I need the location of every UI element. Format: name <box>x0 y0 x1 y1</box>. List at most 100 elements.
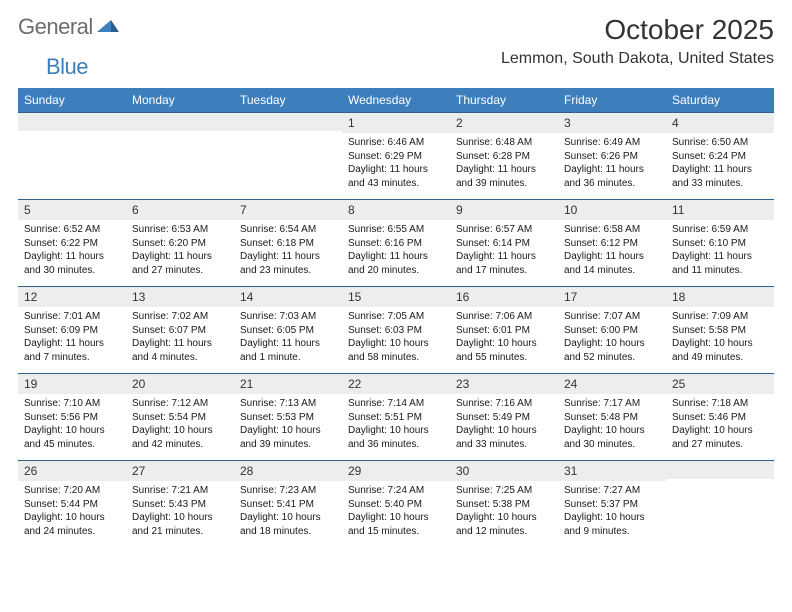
day-number: 27 <box>126 461 234 481</box>
sunrise-text: Sunrise: 6:49 AM <box>564 136 660 150</box>
day-header: Sunday <box>18 88 126 112</box>
day-number <box>234 113 342 131</box>
day-number: 3 <box>558 113 666 133</box>
calendar-cell: 25Sunrise: 7:18 AMSunset: 5:46 PMDayligh… <box>666 374 774 460</box>
day-number: 2 <box>450 113 558 133</box>
sunset-text: Sunset: 5:44 PM <box>24 498 120 512</box>
sunrise-text: Sunrise: 7:06 AM <box>456 310 552 324</box>
calendar-cell: 13Sunrise: 7:02 AMSunset: 6:07 PMDayligh… <box>126 287 234 373</box>
daylight-text: Daylight: 11 hours and 30 minutes. <box>24 250 120 277</box>
day-header: Friday <box>558 88 666 112</box>
calendar-cell <box>18 113 126 199</box>
calendar-week: 19Sunrise: 7:10 AMSunset: 5:56 PMDayligh… <box>18 373 774 460</box>
daylight-text: Daylight: 10 hours and 33 minutes. <box>456 424 552 451</box>
day-number: 5 <box>18 200 126 220</box>
calendar-cell: 4Sunrise: 6:50 AMSunset: 6:24 PMDaylight… <box>666 113 774 199</box>
calendar-cell: 16Sunrise: 7:06 AMSunset: 6:01 PMDayligh… <box>450 287 558 373</box>
sunset-text: Sunset: 6:05 PM <box>240 324 336 338</box>
calendar-cell: 15Sunrise: 7:05 AMSunset: 6:03 PMDayligh… <box>342 287 450 373</box>
daylight-text: Daylight: 11 hours and 7 minutes. <box>24 337 120 364</box>
sunset-text: Sunset: 6:24 PM <box>672 150 768 164</box>
day-number: 17 <box>558 287 666 307</box>
calendar-cell: 23Sunrise: 7:16 AMSunset: 5:49 PMDayligh… <box>450 374 558 460</box>
calendar: Sunday Monday Tuesday Wednesday Thursday… <box>18 88 774 547</box>
sunset-text: Sunset: 5:58 PM <box>672 324 768 338</box>
sunrise-text: Sunrise: 6:59 AM <box>672 223 768 237</box>
calendar-cell: 1Sunrise: 6:46 AMSunset: 6:29 PMDaylight… <box>342 113 450 199</box>
day-number: 6 <box>126 200 234 220</box>
day-number: 13 <box>126 287 234 307</box>
sunset-text: Sunset: 5:46 PM <box>672 411 768 425</box>
sunrise-text: Sunrise: 7:20 AM <box>24 484 120 498</box>
sunrise-text: Sunrise: 7:18 AM <box>672 397 768 411</box>
sunrise-text: Sunrise: 6:50 AM <box>672 136 768 150</box>
daylight-text: Daylight: 10 hours and 21 minutes. <box>132 511 228 538</box>
sunrise-text: Sunrise: 6:48 AM <box>456 136 552 150</box>
calendar-week: 26Sunrise: 7:20 AMSunset: 5:44 PMDayligh… <box>18 460 774 547</box>
sunset-text: Sunset: 6:16 PM <box>348 237 444 251</box>
sunset-text: Sunset: 6:20 PM <box>132 237 228 251</box>
calendar-cell: 2Sunrise: 6:48 AMSunset: 6:28 PMDaylight… <box>450 113 558 199</box>
sunrise-text: Sunrise: 7:24 AM <box>348 484 444 498</box>
calendar-cell: 20Sunrise: 7:12 AMSunset: 5:54 PMDayligh… <box>126 374 234 460</box>
month-title: October 2025 <box>501 14 774 46</box>
sunset-text: Sunset: 5:38 PM <box>456 498 552 512</box>
day-number: 10 <box>558 200 666 220</box>
calendar-cell: 31Sunrise: 7:27 AMSunset: 5:37 PMDayligh… <box>558 461 666 547</box>
daylight-text: Daylight: 11 hours and 4 minutes. <box>132 337 228 364</box>
sunset-text: Sunset: 6:14 PM <box>456 237 552 251</box>
daylight-text: Daylight: 10 hours and 9 minutes. <box>564 511 660 538</box>
calendar-cell: 27Sunrise: 7:21 AMSunset: 5:43 PMDayligh… <box>126 461 234 547</box>
day-number: 4 <box>666 113 774 133</box>
calendar-cell: 9Sunrise: 6:57 AMSunset: 6:14 PMDaylight… <box>450 200 558 286</box>
calendar-cell: 6Sunrise: 6:53 AMSunset: 6:20 PMDaylight… <box>126 200 234 286</box>
day-number: 23 <box>450 374 558 394</box>
calendar-cell <box>666 461 774 547</box>
calendar-cell: 18Sunrise: 7:09 AMSunset: 5:58 PMDayligh… <box>666 287 774 373</box>
sunrise-text: Sunrise: 7:09 AM <box>672 310 768 324</box>
day-number: 18 <box>666 287 774 307</box>
calendar-cell: 17Sunrise: 7:07 AMSunset: 6:00 PMDayligh… <box>558 287 666 373</box>
calendar-week: 5Sunrise: 6:52 AMSunset: 6:22 PMDaylight… <box>18 199 774 286</box>
daylight-text: Daylight: 10 hours and 12 minutes. <box>456 511 552 538</box>
calendar-cell: 3Sunrise: 6:49 AMSunset: 6:26 PMDaylight… <box>558 113 666 199</box>
sunset-text: Sunset: 6:01 PM <box>456 324 552 338</box>
sunset-text: Sunset: 5:40 PM <box>348 498 444 512</box>
sunset-text: Sunset: 6:26 PM <box>564 150 660 164</box>
calendar-cell: 30Sunrise: 7:25 AMSunset: 5:38 PMDayligh… <box>450 461 558 547</box>
day-number: 9 <box>450 200 558 220</box>
day-header: Thursday <box>450 88 558 112</box>
day-number <box>666 461 774 479</box>
day-number: 20 <box>126 374 234 394</box>
day-number: 12 <box>18 287 126 307</box>
calendar-cell: 28Sunrise: 7:23 AMSunset: 5:41 PMDayligh… <box>234 461 342 547</box>
daylight-text: Daylight: 10 hours and 52 minutes. <box>564 337 660 364</box>
daylight-text: Daylight: 11 hours and 39 minutes. <box>456 163 552 190</box>
sunset-text: Sunset: 5:43 PM <box>132 498 228 512</box>
sunset-text: Sunset: 5:41 PM <box>240 498 336 512</box>
day-number: 22 <box>342 374 450 394</box>
daylight-text: Daylight: 10 hours and 24 minutes. <box>24 511 120 538</box>
calendar-cell: 14Sunrise: 7:03 AMSunset: 6:05 PMDayligh… <box>234 287 342 373</box>
calendar-cell: 22Sunrise: 7:14 AMSunset: 5:51 PMDayligh… <box>342 374 450 460</box>
day-number: 29 <box>342 461 450 481</box>
sunrise-text: Sunrise: 6:55 AM <box>348 223 444 237</box>
sunset-text: Sunset: 6:09 PM <box>24 324 120 338</box>
calendar-cell: 12Sunrise: 7:01 AMSunset: 6:09 PMDayligh… <box>18 287 126 373</box>
daylight-text: Daylight: 11 hours and 20 minutes. <box>348 250 444 277</box>
sunset-text: Sunset: 6:18 PM <box>240 237 336 251</box>
sunset-text: Sunset: 6:29 PM <box>348 150 444 164</box>
sunrise-text: Sunrise: 7:02 AM <box>132 310 228 324</box>
location: Lemmon, South Dakota, United States <box>501 50 774 68</box>
calendar-cell: 7Sunrise: 6:54 AMSunset: 6:18 PMDaylight… <box>234 200 342 286</box>
sunset-text: Sunset: 6:10 PM <box>672 237 768 251</box>
sunset-text: Sunset: 5:54 PM <box>132 411 228 425</box>
daylight-text: Daylight: 11 hours and 14 minutes. <box>564 250 660 277</box>
daylight-text: Daylight: 10 hours and 42 minutes. <box>132 424 228 451</box>
sunset-text: Sunset: 5:53 PM <box>240 411 336 425</box>
sunset-text: Sunset: 6:00 PM <box>564 324 660 338</box>
daylight-text: Daylight: 11 hours and 1 minute. <box>240 337 336 364</box>
sunrise-text: Sunrise: 7:16 AM <box>456 397 552 411</box>
sunrise-text: Sunrise: 7:05 AM <box>348 310 444 324</box>
day-number: 25 <box>666 374 774 394</box>
